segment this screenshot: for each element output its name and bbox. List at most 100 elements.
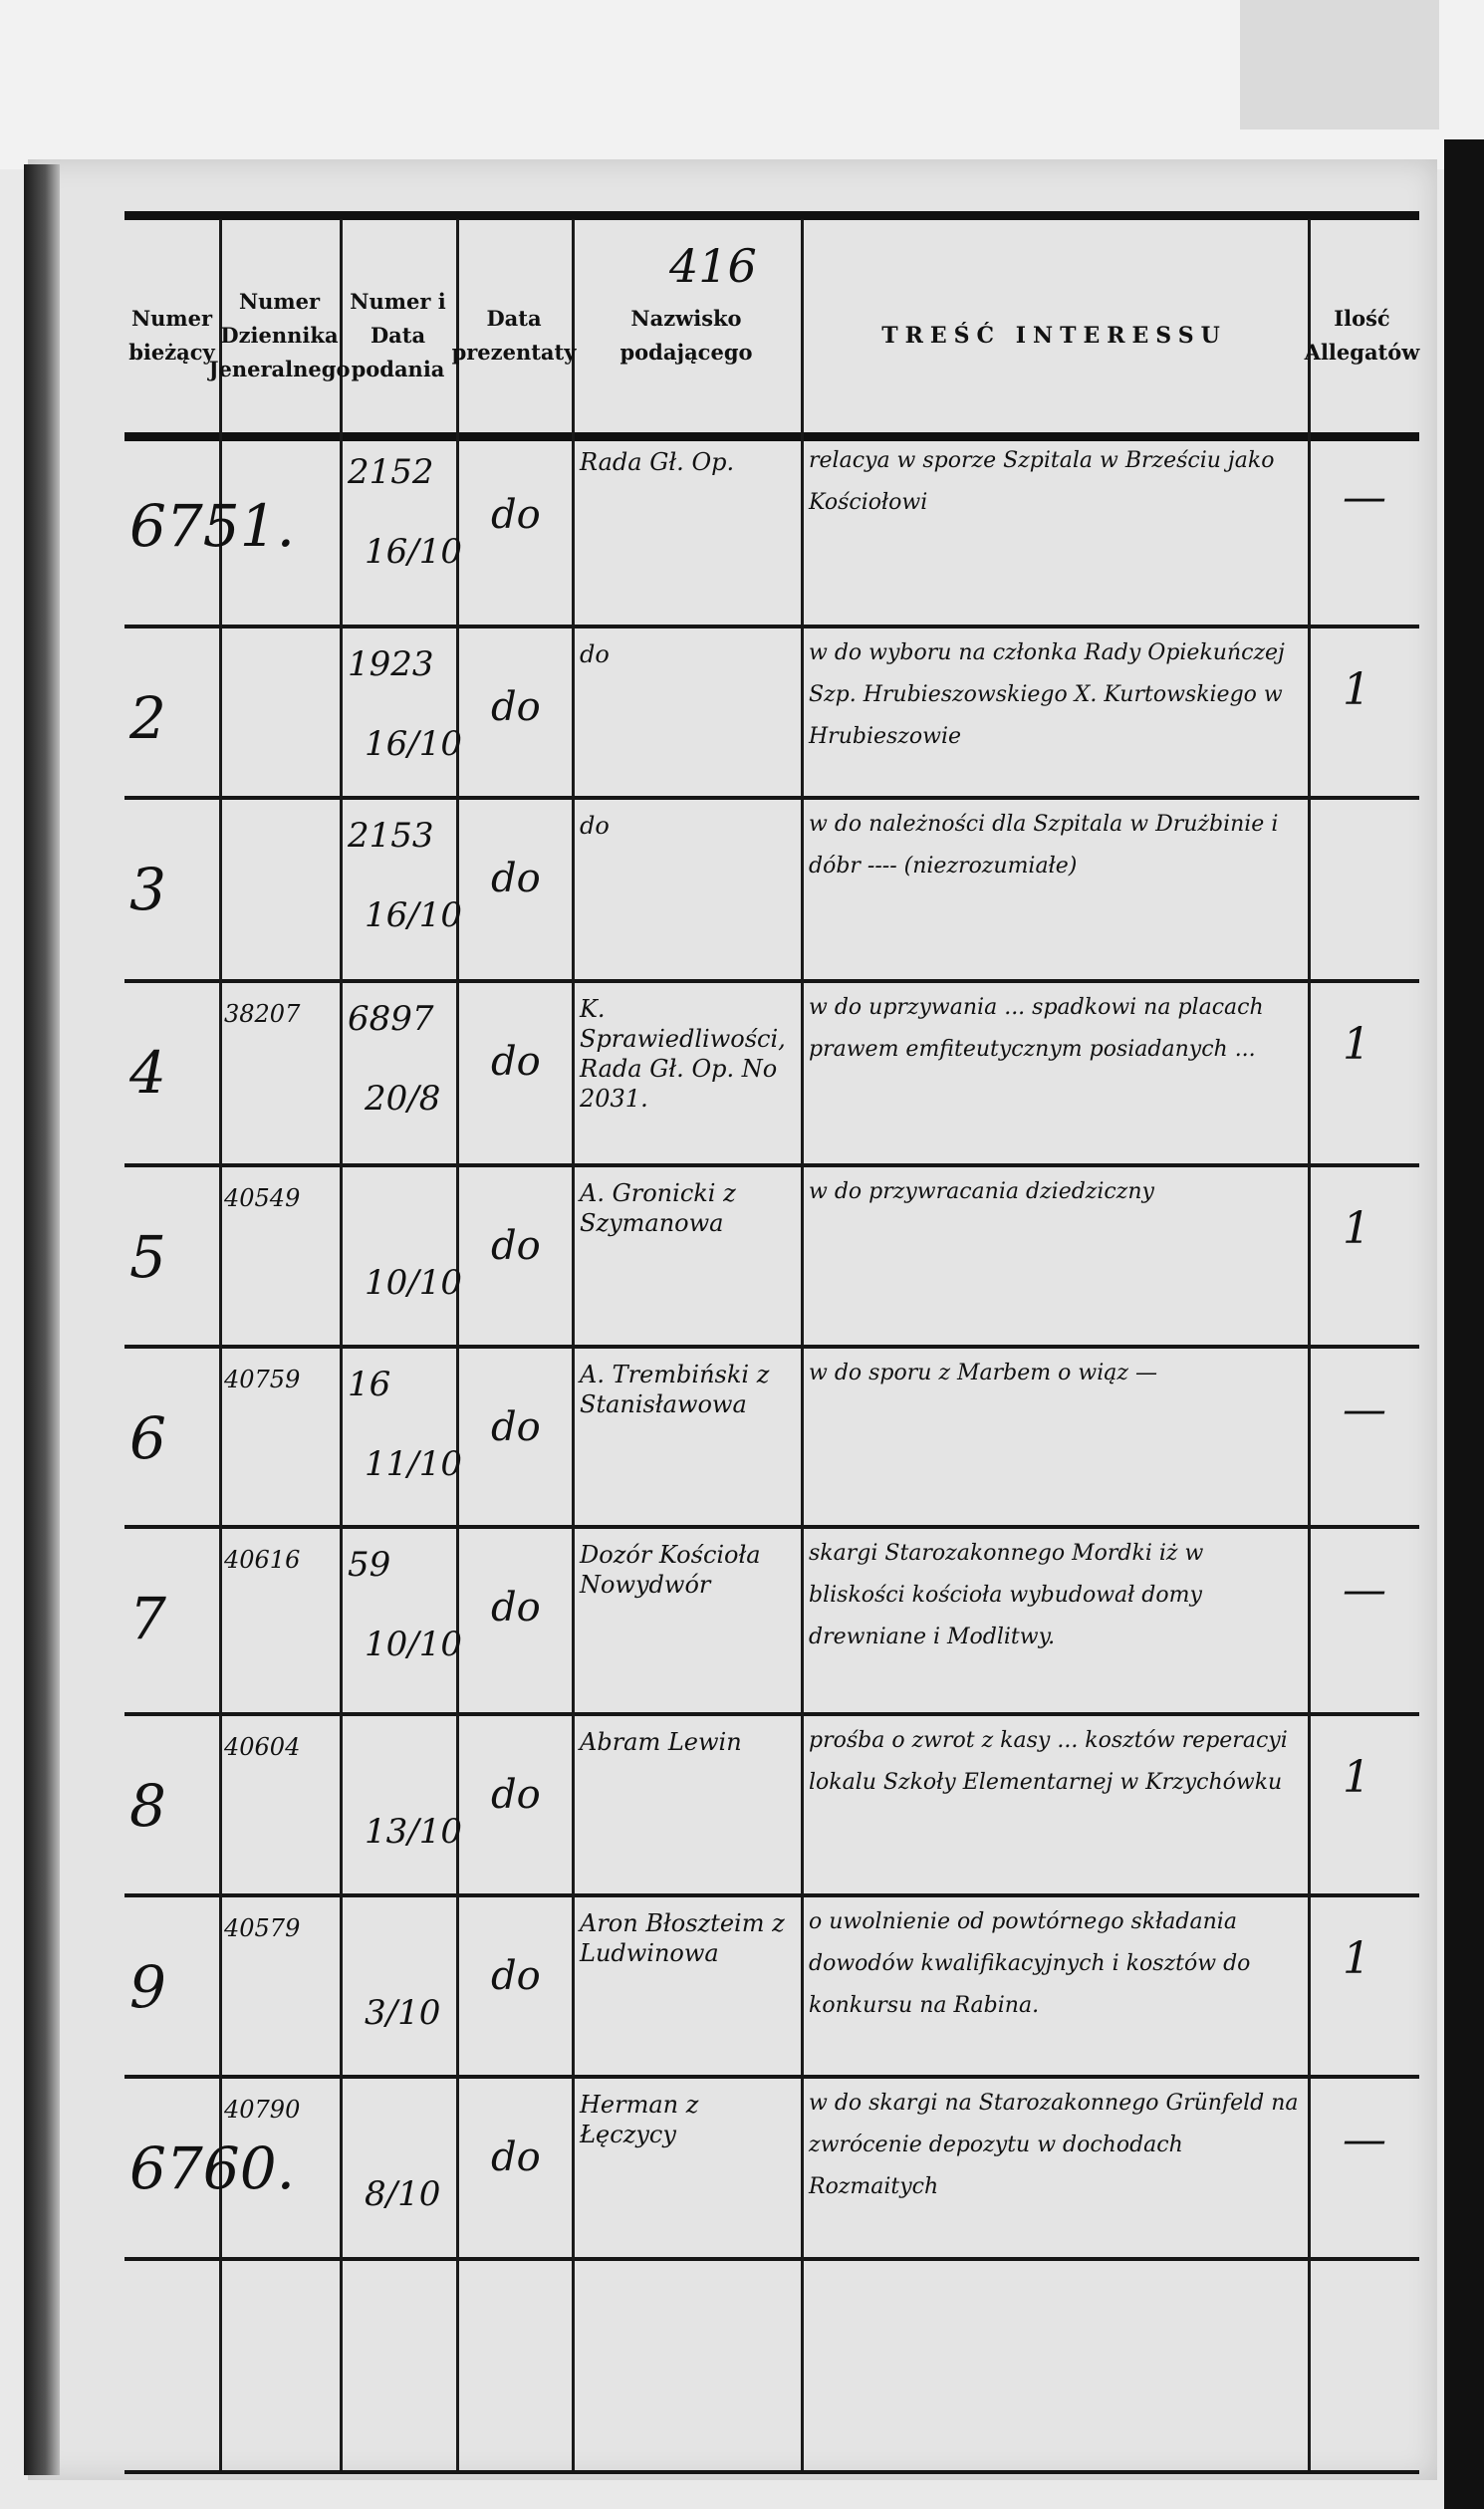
book-binding xyxy=(24,164,60,2475)
petition-content: w do uprzywania ... spadkowi na placach … xyxy=(809,995,1264,1062)
journal-number: 40616 xyxy=(224,1546,301,1574)
petition-number: 2153 xyxy=(348,816,434,856)
petition-content: w do należności dla Szpitala w Drużbinie… xyxy=(809,812,1279,878)
row-divider xyxy=(124,796,1419,800)
journal-number: 40604 xyxy=(224,1733,301,1761)
row-number: 6760. xyxy=(129,2134,296,2202)
attachments-count: 1 xyxy=(1343,664,1370,715)
attachments-count: 1 xyxy=(1343,1203,1370,1254)
petitioner-name: do xyxy=(580,812,610,840)
attachments-count: — xyxy=(1343,472,1386,523)
row-divider xyxy=(124,1712,1419,1716)
petition-number: 16 xyxy=(348,1365,391,1404)
petitioner-name: A. Trembiński z Stanisławowa xyxy=(580,1361,770,1418)
row-number: 8 xyxy=(129,1772,166,1840)
petition-date: 20/8 xyxy=(365,1079,441,1119)
petition-content: prośba o zwrot z kasy ... kosztów repera… xyxy=(809,1728,1288,1795)
next-page-edge xyxy=(1240,0,1439,129)
presentation-date: do xyxy=(491,492,541,538)
petition-date: 13/10 xyxy=(365,1812,462,1852)
row-divider xyxy=(124,1893,1419,1897)
journal-number: 40790 xyxy=(224,2096,301,2124)
row-number: 2 xyxy=(129,684,166,752)
petition-number: 6897 xyxy=(348,999,434,1039)
column-divider xyxy=(572,219,575,2470)
petitioner-name: Abram Lewin xyxy=(580,1728,742,1756)
petitioner-name: Herman z Łęczycy xyxy=(580,2091,699,2148)
row-divider xyxy=(124,1345,1419,1349)
petition-content: w do wyboru na członka Rady Opiekuńczej … xyxy=(809,640,1285,749)
presentation-date: do xyxy=(491,1223,541,1269)
dark-margin xyxy=(1444,139,1484,2509)
header-top-rule xyxy=(124,211,1419,220)
journal-number: 40549 xyxy=(224,1184,301,1212)
petitioner-name: A. Gronicki z Szymanowa xyxy=(580,1179,736,1237)
background xyxy=(0,0,1484,169)
row-number: 9 xyxy=(129,1953,166,2021)
petitioner-name: Aron Błoszteim z Ludwinowa xyxy=(580,1909,785,1967)
presentation-date: do xyxy=(491,1404,541,1450)
petitioner-name: do xyxy=(580,640,610,668)
petitioner-name: K. Sprawiedliwości, Rada Gł. Op. No 2031… xyxy=(580,995,786,1113)
row-divider xyxy=(124,625,1419,628)
attachments-count: — xyxy=(1343,2115,1386,2165)
journal-number: 40579 xyxy=(224,1914,301,1942)
header-numer-data-podania: Numer i Data podania xyxy=(350,289,446,381)
column-divider xyxy=(1308,219,1311,2470)
petition-content: relacya w sporze Szpitala w Brześciu jak… xyxy=(809,448,1275,515)
header-nazwisko: Nazwisko podającego xyxy=(619,306,753,365)
petition-content: o uwolnienie od powtórnego składania dow… xyxy=(809,1909,1251,2018)
row-number: 5 xyxy=(129,1223,166,1291)
petition-number: 59 xyxy=(348,1545,391,1585)
row-number: 6 xyxy=(129,1404,166,1472)
petition-number: 2152 xyxy=(348,452,434,492)
presentation-date: do xyxy=(491,1039,541,1085)
petition-number: 1923 xyxy=(348,644,434,684)
row-number: 6751. xyxy=(129,492,296,560)
petition-content: skargi Starozakonnego Mordki iż w blisko… xyxy=(809,1541,1204,1649)
row-number: 4 xyxy=(129,1039,166,1107)
presentation-date: do xyxy=(491,1585,541,1631)
column-divider xyxy=(340,219,343,2470)
column-divider xyxy=(219,219,222,2470)
petition-date: 16/10 xyxy=(365,532,462,572)
row-divider xyxy=(124,2470,1419,2474)
petition-date: 16/10 xyxy=(365,724,462,764)
header-numer-dziennika: Numer Dziennika Jeneralnego xyxy=(208,289,351,381)
row-divider xyxy=(124,1525,1419,1529)
header-numer-biezacy: Numer bieżący xyxy=(128,306,215,365)
page-number: 416 xyxy=(669,239,757,293)
header-bottom-rule xyxy=(124,432,1419,441)
presentation-date: do xyxy=(491,1772,541,1818)
row-divider xyxy=(124,2075,1419,2079)
petition-date: 16/10 xyxy=(365,895,462,935)
petition-date: 3/10 xyxy=(365,1993,441,2033)
attachments-count: 1 xyxy=(1343,1933,1370,1984)
petitioner-name: Rada Gł. Op. xyxy=(580,448,735,476)
presentation-date: do xyxy=(491,2134,541,2180)
attachments-count: 1 xyxy=(1343,1752,1370,1803)
petition-content: w do sporu z Marbem o wiąz — xyxy=(809,1361,1157,1385)
header-allegaty: Ilość Allegatów xyxy=(1304,306,1420,365)
presentation-date: do xyxy=(491,1953,541,1999)
journal-number: 38207 xyxy=(224,1000,301,1028)
register-page xyxy=(28,159,1437,2480)
petition-date: 8/10 xyxy=(365,2174,441,2214)
petition-content: w do skargi na Starozakonnego Grünfeld n… xyxy=(809,2091,1299,2199)
row-number: 7 xyxy=(129,1585,166,1652)
header-tresc: TREŚĆ INTERESSU xyxy=(881,323,1227,349)
attachments-count: — xyxy=(1343,1565,1386,1616)
row-number: 3 xyxy=(129,856,166,923)
petition-date: 10/10 xyxy=(365,1625,462,1664)
petitioner-name: Dozór Kościoła Nowydwór xyxy=(580,1541,761,1599)
column-divider xyxy=(801,219,804,2470)
petition-content: w do przywracania dziedziczny xyxy=(809,1179,1154,1204)
header-data-prezentaty: Data prezentaty xyxy=(451,306,577,365)
presentation-date: do xyxy=(491,684,541,730)
attachments-count: 1 xyxy=(1343,1019,1370,1070)
row-divider xyxy=(124,2257,1419,2261)
journal-number: 40759 xyxy=(224,1366,301,1393)
column-divider xyxy=(456,219,459,2470)
attachments-count: — xyxy=(1343,1384,1386,1435)
presentation-date: do xyxy=(491,856,541,901)
